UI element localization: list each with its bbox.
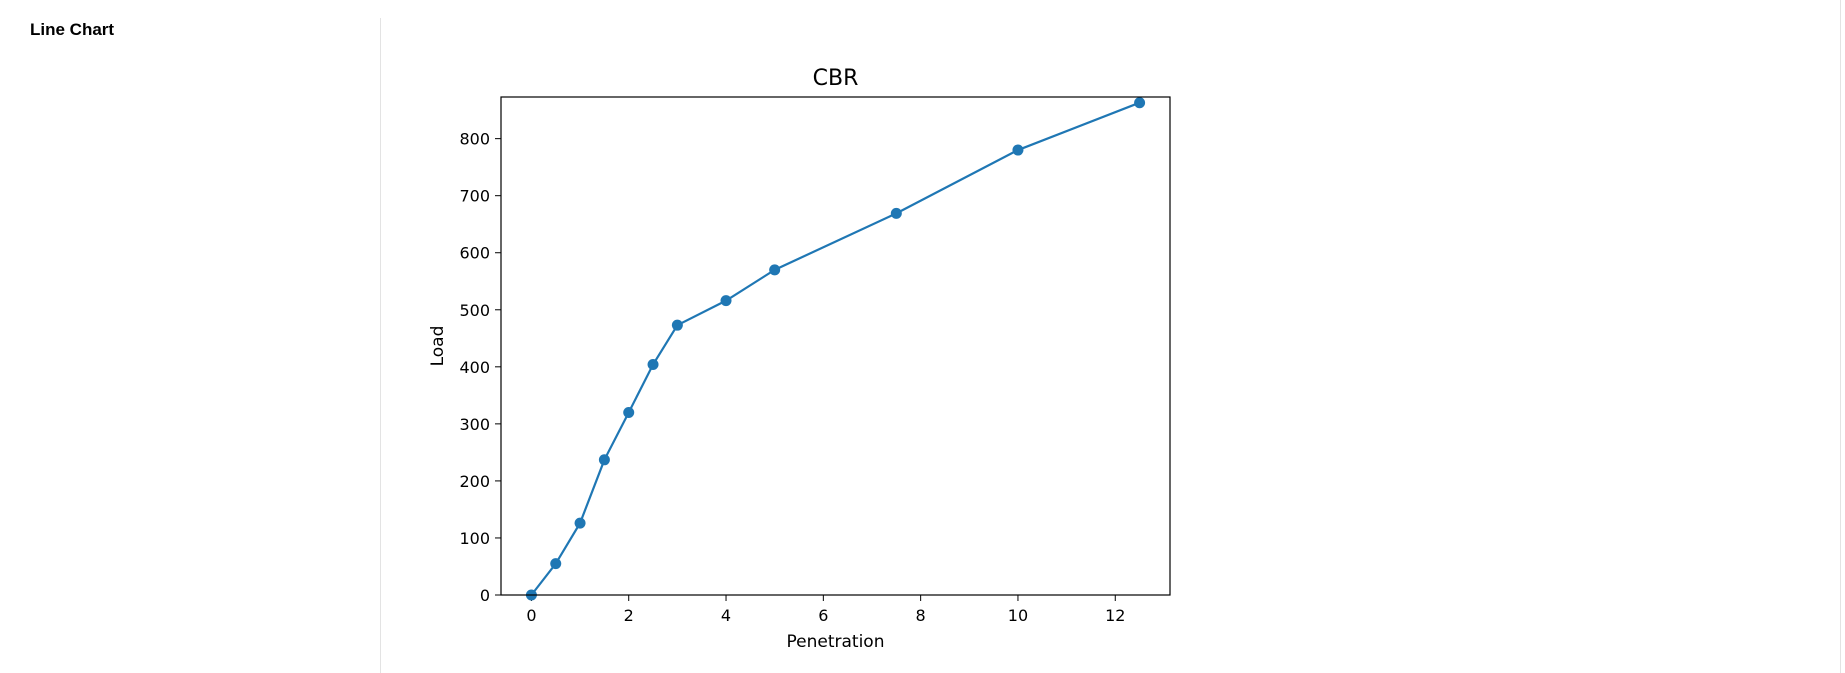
x-tick-label: 12 bbox=[1105, 606, 1125, 625]
plot-frame bbox=[500, 96, 1171, 596]
y-tick-label: 0 bbox=[480, 586, 490, 605]
y-tick-label: 100 bbox=[459, 529, 490, 548]
y-axis-label: Load bbox=[428, 326, 448, 367]
x-tick-label: 0 bbox=[526, 606, 536, 625]
x-tick-label: 6 bbox=[818, 606, 828, 625]
y-tick-label: 500 bbox=[459, 301, 490, 320]
y-tick-label: 200 bbox=[459, 472, 490, 491]
chart-area: CBR Penetration Load 0 2 4 6 8 10 12 0 100 200 300… bbox=[381, 0, 1839, 673]
data-point bbox=[1012, 144, 1024, 156]
y-tick-label: 300 bbox=[459, 415, 490, 434]
y-tick-label: 800 bbox=[459, 130, 490, 149]
x-tick-label: 8 bbox=[916, 606, 926, 625]
chart-title: CBR bbox=[813, 66, 859, 91]
panel-title: Line Chart bbox=[30, 20, 115, 39]
y-tick-label: 400 bbox=[459, 358, 490, 377]
x-tick-label: 10 bbox=[1008, 606, 1028, 625]
data-point bbox=[671, 319, 683, 331]
y-tick-label: 600 bbox=[459, 244, 490, 263]
data-point bbox=[574, 517, 586, 529]
data-point bbox=[720, 295, 732, 307]
data-point bbox=[647, 359, 659, 371]
series-line bbox=[530, 101, 1140, 596]
panel-divider bbox=[380, 18, 381, 673]
data-point bbox=[1134, 97, 1146, 109]
data-point bbox=[598, 454, 610, 466]
data-point bbox=[769, 264, 781, 276]
right-edge-border bbox=[1840, 0, 1841, 673]
x-tick-label: 2 bbox=[624, 606, 634, 625]
data-point bbox=[623, 406, 635, 418]
x-axis-label: Penetration bbox=[787, 632, 885, 652]
y-tick-label: 700 bbox=[459, 187, 490, 206]
axis-ticks: 0 2 4 6 8 10 12 0 100 200 300 400 500 600 700 800 bbox=[459, 130, 1125, 625]
data-point bbox=[890, 207, 902, 219]
x-tick-label: 4 bbox=[721, 606, 731, 625]
left-panel: Line Chart bbox=[0, 0, 380, 673]
series-layer bbox=[525, 97, 1146, 601]
data-point bbox=[550, 558, 562, 570]
line-chart: CBR Penetration Load 0 2 4 6 8 10 12 0 100 200 300… bbox=[428, 66, 1171, 652]
